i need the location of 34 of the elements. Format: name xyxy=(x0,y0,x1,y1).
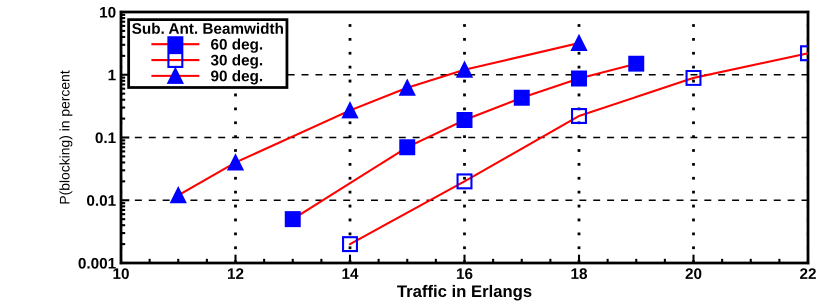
y-tick-label: 0.01 xyxy=(87,195,116,206)
point xyxy=(284,211,301,228)
x-tick-label: 14 xyxy=(342,268,358,279)
point xyxy=(686,70,702,86)
x-tick-label: 20 xyxy=(686,268,702,280)
point xyxy=(399,139,416,156)
y-axis-title: P(blocking) in percent xyxy=(59,70,72,204)
point xyxy=(571,70,587,87)
x-tick-label: 18 xyxy=(571,268,588,280)
point xyxy=(514,90,530,106)
point xyxy=(456,173,472,190)
y-tick-label: 0.001 xyxy=(78,258,116,269)
y-tick-label: 1 xyxy=(108,70,116,80)
x-tick-label: 16 xyxy=(456,268,472,280)
point xyxy=(456,62,472,78)
x-axis-title: Traffic in Erlangs xyxy=(397,284,532,300)
x-tick-label: 10 xyxy=(113,268,129,280)
legend-label: 60 deg. xyxy=(211,38,262,53)
y-tick-label: 0.1 xyxy=(96,132,116,144)
point xyxy=(342,102,358,118)
point xyxy=(456,112,472,128)
point xyxy=(342,236,358,252)
legend-label: 90 deg. xyxy=(211,70,262,84)
point xyxy=(399,80,416,96)
point xyxy=(628,56,644,72)
point xyxy=(228,154,244,170)
legend-label: 30 deg. xyxy=(210,54,262,69)
point xyxy=(170,187,186,204)
x-tick-label: 12 xyxy=(228,268,244,279)
point xyxy=(571,108,587,124)
y-tick-label: 10 xyxy=(100,6,116,18)
x-tick-label: 22 xyxy=(800,268,816,279)
point xyxy=(571,35,587,52)
legend-title: Sub. Ant. Beamwidth xyxy=(132,22,283,34)
